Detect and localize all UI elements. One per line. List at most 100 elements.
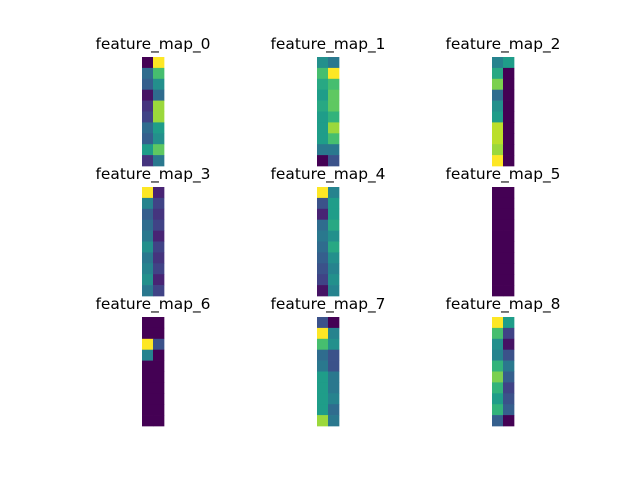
heatmap-cell (492, 371, 504, 383)
heatmap-cell (142, 327, 154, 340)
heatmap-cell (153, 197, 165, 210)
heatmap-cell (142, 274, 154, 286)
heatmap-cell (142, 133, 154, 145)
heatmap-cell (153, 263, 165, 275)
heatmap-cell (317, 415, 329, 427)
heatmap-cell (328, 187, 340, 199)
heatmap-panel-6: feature_map_6 (96, 295, 210, 427)
heatmap-cell (492, 382, 504, 394)
heatmap-cell (328, 252, 340, 264)
heatmap-cell (328, 67, 340, 80)
heatmap-cell (317, 327, 329, 340)
heatmap-cell (153, 78, 165, 91)
heatmap-cell (317, 111, 329, 123)
heatmap-cell (142, 393, 154, 405)
heatmap-cell (328, 263, 340, 275)
heatmap-cell (492, 252, 504, 264)
heatmap-cell (503, 230, 515, 242)
heatmap-cell (492, 230, 504, 242)
heatmap-cell (153, 382, 165, 394)
heatmap-cell (142, 349, 154, 361)
heatmap-cell (317, 393, 329, 405)
heatmap-cell (328, 241, 340, 253)
heatmap-cell (503, 263, 515, 275)
heatmap-cell (328, 274, 340, 286)
heatmap-cell (317, 285, 329, 297)
heatmap-cell (328, 144, 340, 156)
heatmap-cell (503, 187, 515, 199)
heatmap-cell (317, 67, 329, 80)
heatmap-cell (317, 241, 329, 253)
heatmap-cell (492, 404, 504, 416)
heatmap-cell (328, 393, 340, 405)
heatmap-cell (328, 208, 340, 221)
heatmap-cell (503, 241, 515, 253)
heatmap-cell (142, 187, 154, 199)
heatmap-cell (492, 78, 504, 91)
heatmap-cell (492, 219, 504, 231)
heatmap-cell (153, 100, 165, 112)
heatmap-cell (503, 208, 515, 221)
heatmap-cell (328, 122, 340, 134)
heatmap-panel-2: feature_map_2 (446, 35, 561, 167)
heatmap-cell (317, 197, 329, 210)
heatmap-cell (317, 382, 329, 394)
heatmap-cell (153, 317, 165, 329)
heatmap-panel-0: feature_map_0 (96, 35, 210, 167)
heatmap-cell (142, 67, 154, 80)
heatmap-cell (492, 89, 504, 101)
heatmap-cell (317, 155, 329, 167)
heatmap-cell (142, 57, 154, 69)
panels-layer: feature_map_0 feature_map_1 feature_map_2f… (96, 35, 561, 427)
heatmap-cell (317, 371, 329, 383)
heatmap-cell (153, 349, 165, 361)
heatmap-cell (503, 393, 515, 405)
heatmap-cell (328, 100, 340, 112)
heatmap-cell (492, 360, 504, 372)
heatmap-cell (142, 122, 154, 134)
heatmap-cell (492, 155, 504, 167)
heatmap-panel-4: feature_map_4 (271, 165, 385, 297)
heatmap-cell (503, 349, 515, 361)
heatmap-cell (153, 371, 165, 383)
heatmap-cell (153, 187, 165, 199)
heatmap-cell (153, 133, 165, 145)
heatmap-cell (503, 404, 515, 416)
heatmap-cell (142, 415, 154, 427)
heatmap-cell (142, 252, 154, 264)
heatmap-cell (492, 415, 504, 427)
heatmap-cell (328, 78, 340, 91)
heatmap-cell (503, 197, 515, 210)
heatmap-cell (503, 338, 515, 351)
heatmap-cell (142, 89, 154, 101)
heatmap-cell (142, 371, 154, 383)
heatmap-cell (328, 404, 340, 416)
heatmap-cell (503, 327, 515, 340)
heatmap-cell (328, 382, 340, 394)
heatmap-cell (317, 404, 329, 416)
heatmap-cell (328, 415, 340, 427)
heatmap-cell (503, 285, 515, 297)
heatmap-cell (153, 327, 165, 340)
heatmap-cell (328, 349, 340, 361)
heatmap-cell (492, 393, 504, 405)
heatmap-cell (492, 241, 504, 253)
heatmap-cell (153, 219, 165, 231)
heatmap-cell (317, 252, 329, 264)
heatmap-cell (153, 393, 165, 405)
heatmap-cell (142, 285, 154, 297)
heatmap-cell (153, 57, 165, 69)
panel-title: feature_map_2 (446, 35, 561, 54)
heatmap-cell (142, 144, 154, 156)
heatmap-cell (317, 338, 329, 351)
panel-title: feature_map_1 (271, 35, 386, 54)
heatmap-cell (153, 89, 165, 101)
heatmap-cell (492, 317, 504, 329)
heatmap-cell (142, 382, 154, 394)
heatmap-cell (492, 144, 504, 156)
heatmap-cell (153, 338, 165, 351)
heatmap-cell (328, 230, 340, 242)
heatmap-cell (503, 274, 515, 286)
heatmap-cell (492, 133, 504, 145)
